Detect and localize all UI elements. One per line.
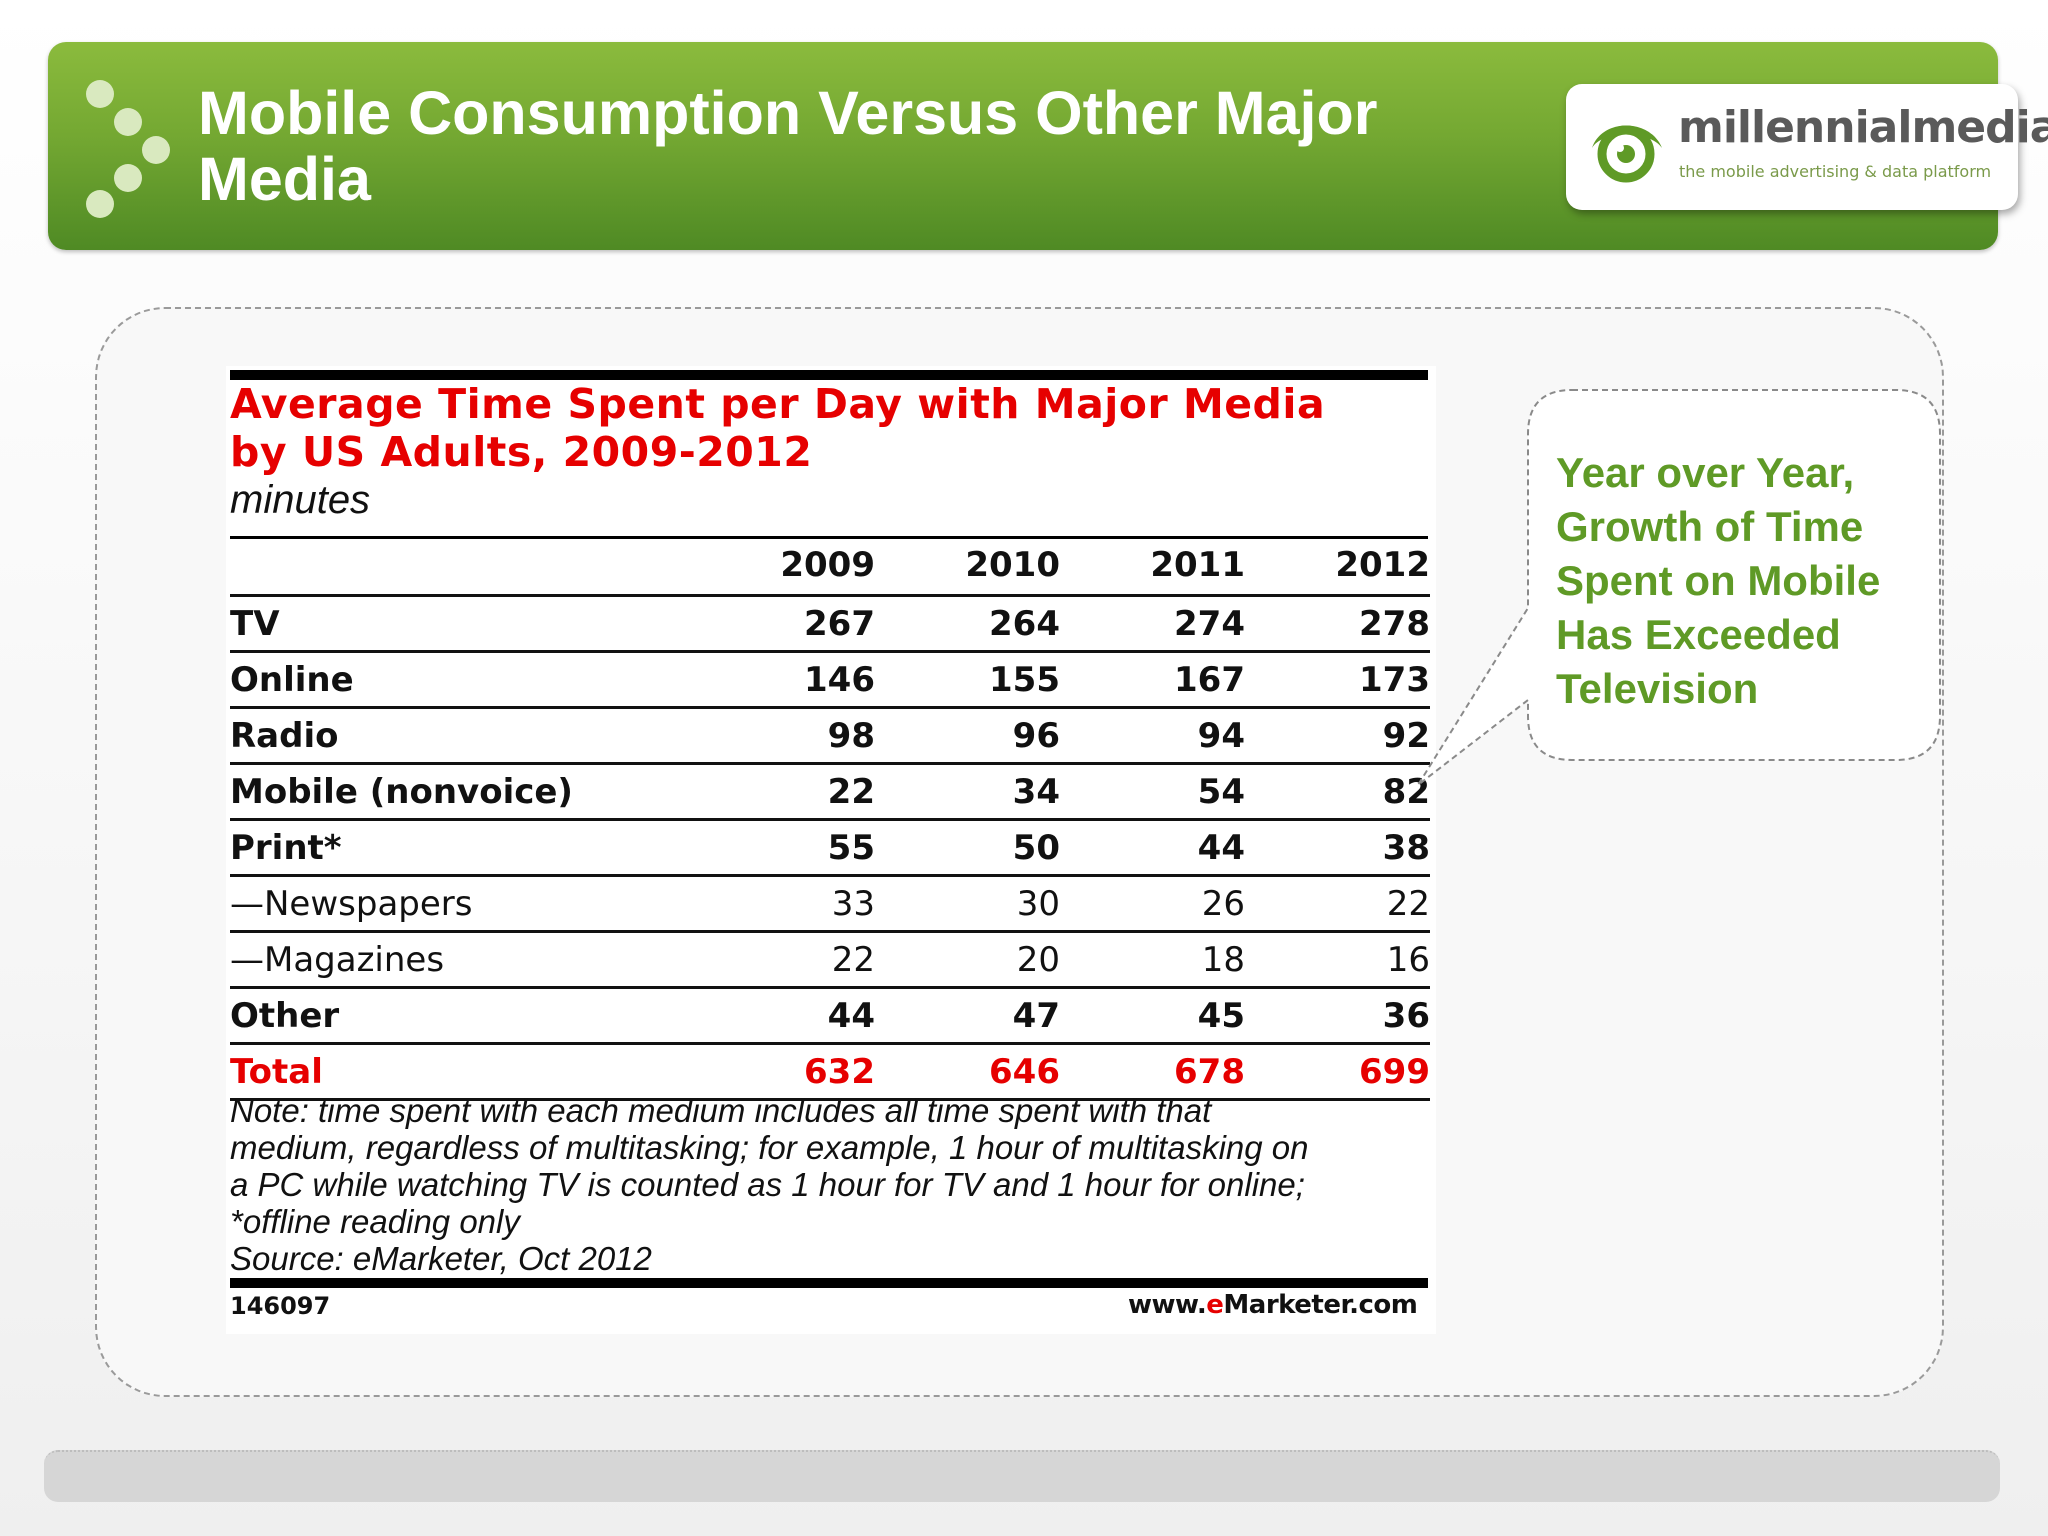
header-row: 2009 2010 2011 2012 [230,536,1430,597]
table-cell: 146 [690,651,875,709]
table-row: Other 44 47 45 36 [230,987,1430,1045]
table-cell: 678 [1060,1043,1245,1101]
top-rule [230,370,1428,380]
url-prefix: www. [1128,1290,1207,1320]
table-cell: 36 [1245,987,1430,1045]
table-title-line2: by US Adults, 2009-2012 [230,428,813,476]
table-cell: 22 [690,931,875,989]
column-header: 2011 [1060,536,1245,597]
footer-bar [44,1450,2000,1502]
callout-line: Has Exceeded [1556,611,1841,658]
logo-tagline: the mobile advertising & data platform [1679,162,1992,181]
table-row: TV 267 264 274 278 [230,595,1430,653]
callout-text: Year over Year, Growth of Time Spent on … [1556,446,1936,716]
table-cell: 267 [690,595,875,653]
chart-id: 146097 [230,1292,331,1320]
table-cell: 55 [690,819,875,877]
table-cell: 50 [875,819,1060,877]
row-label: Other [230,987,690,1045]
note-line: medium, regardless of multitasking; for … [230,1129,1309,1166]
table-cell: 22 [690,763,875,821]
decor-dot [114,108,142,136]
url-brand-e: e [1206,1290,1224,1320]
url-brand: Marketer [1223,1290,1350,1320]
callout-line: Growth of Time [1556,503,1864,550]
callout-line: Television [1556,665,1759,712]
logo-name: millennialmedia [1678,102,2048,153]
row-label: Total [230,1043,690,1101]
row-label: —Newspapers [230,875,690,933]
table-cell: 47 [875,987,1060,1045]
table-cell: 264 [875,595,1060,653]
callout-line: Spent on Mobile [1556,557,1881,604]
table-cell: 44 [1060,819,1245,877]
table-title-line1: Average Time Spent per Day with Major Me… [230,380,1326,428]
callout-line: Year over Year, [1556,449,1855,496]
row-label: Online [230,651,690,709]
table-cell: 38 [1245,819,1430,877]
millennialmedia-logo: millennialmedia the mobile advertising &… [1566,84,2048,210]
table-cell: 20 [875,931,1060,989]
row-label: Mobile (nonvoice) [230,763,690,821]
table-cell: 632 [690,1043,875,1101]
emarketer-url: www.eMarketer.com [1128,1290,1418,1320]
table-cell: 45 [1060,987,1245,1045]
table-cell: 30 [875,875,1060,933]
table-row: Total 632 646 678 699 [230,1043,1430,1101]
table-row: —Magazines 22 20 18 16 [230,931,1430,989]
row-label: —Magazines [230,931,690,989]
table-note: Note: time spent with each medium includ… [230,1092,1430,1277]
table-cell: 54 [1060,763,1245,821]
decor-dot [142,136,170,164]
table-cell: 98 [690,707,875,765]
decor-dot [86,190,114,218]
table-cell: 33 [690,875,875,933]
decor-dot [114,164,142,192]
table-cell: 22 [1245,875,1430,933]
slide-title-line1: Mobile Consumption Versus Other Major [198,79,1378,147]
decor-dot [86,80,114,108]
table-unit: minutes [230,478,371,522]
column-header: 2012 [1245,536,1430,597]
table-title: Average Time Spent per Day with Major Me… [230,380,1330,476]
bottom-rule [230,1278,1428,1288]
table-cell: 82 [1245,763,1430,821]
slide-title: Mobile Consumption Versus Other Major Me… [198,80,1398,212]
table-cell: 96 [875,707,1060,765]
table-row: Online 146 155 167 173 [230,651,1430,709]
table-cell: 26 [1060,875,1245,933]
table-cell: 44 [690,987,875,1045]
table-row: —Newspapers 33 30 26 22 [230,875,1430,933]
table-cell: 278 [1245,595,1430,653]
eye-icon [1592,125,1662,183]
table-row: Print* 55 50 44 38 [230,819,1430,877]
row-label: TV [230,595,690,653]
url-suffix: .com [1349,1290,1418,1320]
table-cell: 167 [1060,651,1245,709]
slide-title-line2: Media [198,145,371,213]
table-cell: 94 [1060,707,1245,765]
row-label: Radio [230,707,690,765]
data-table: 2009 2010 2011 2012 TV 267 264 274 278 Online… [230,536,1430,1101]
table-cell: 274 [1060,595,1245,653]
table-cell: 34 [875,763,1060,821]
table-cell: 699 [1245,1043,1430,1101]
row-label: Print* [230,819,690,877]
table-cell: 18 [1060,931,1245,989]
table-cell: 92 [1245,707,1430,765]
note-line: a PC while watching TV is counted as 1 h… [230,1166,1305,1203]
table-row: Mobile (nonvoice) 22 34 54 82 [230,763,1430,821]
table-cell: 155 [875,651,1060,709]
column-header: 2009 [690,536,875,597]
note-line: *offline reading only [230,1203,520,1240]
table-row: Radio 98 96 94 92 [230,707,1430,765]
note-line: Note: time spent with each medium includ… [230,1092,1212,1129]
column-header [230,536,690,597]
source-line: Source: eMarketer, Oct 2012 [230,1240,652,1277]
column-header: 2010 [875,536,1060,597]
table-cell: 173 [1245,651,1430,709]
table-cell: 16 [1245,931,1430,989]
table-cell: 646 [875,1043,1060,1101]
